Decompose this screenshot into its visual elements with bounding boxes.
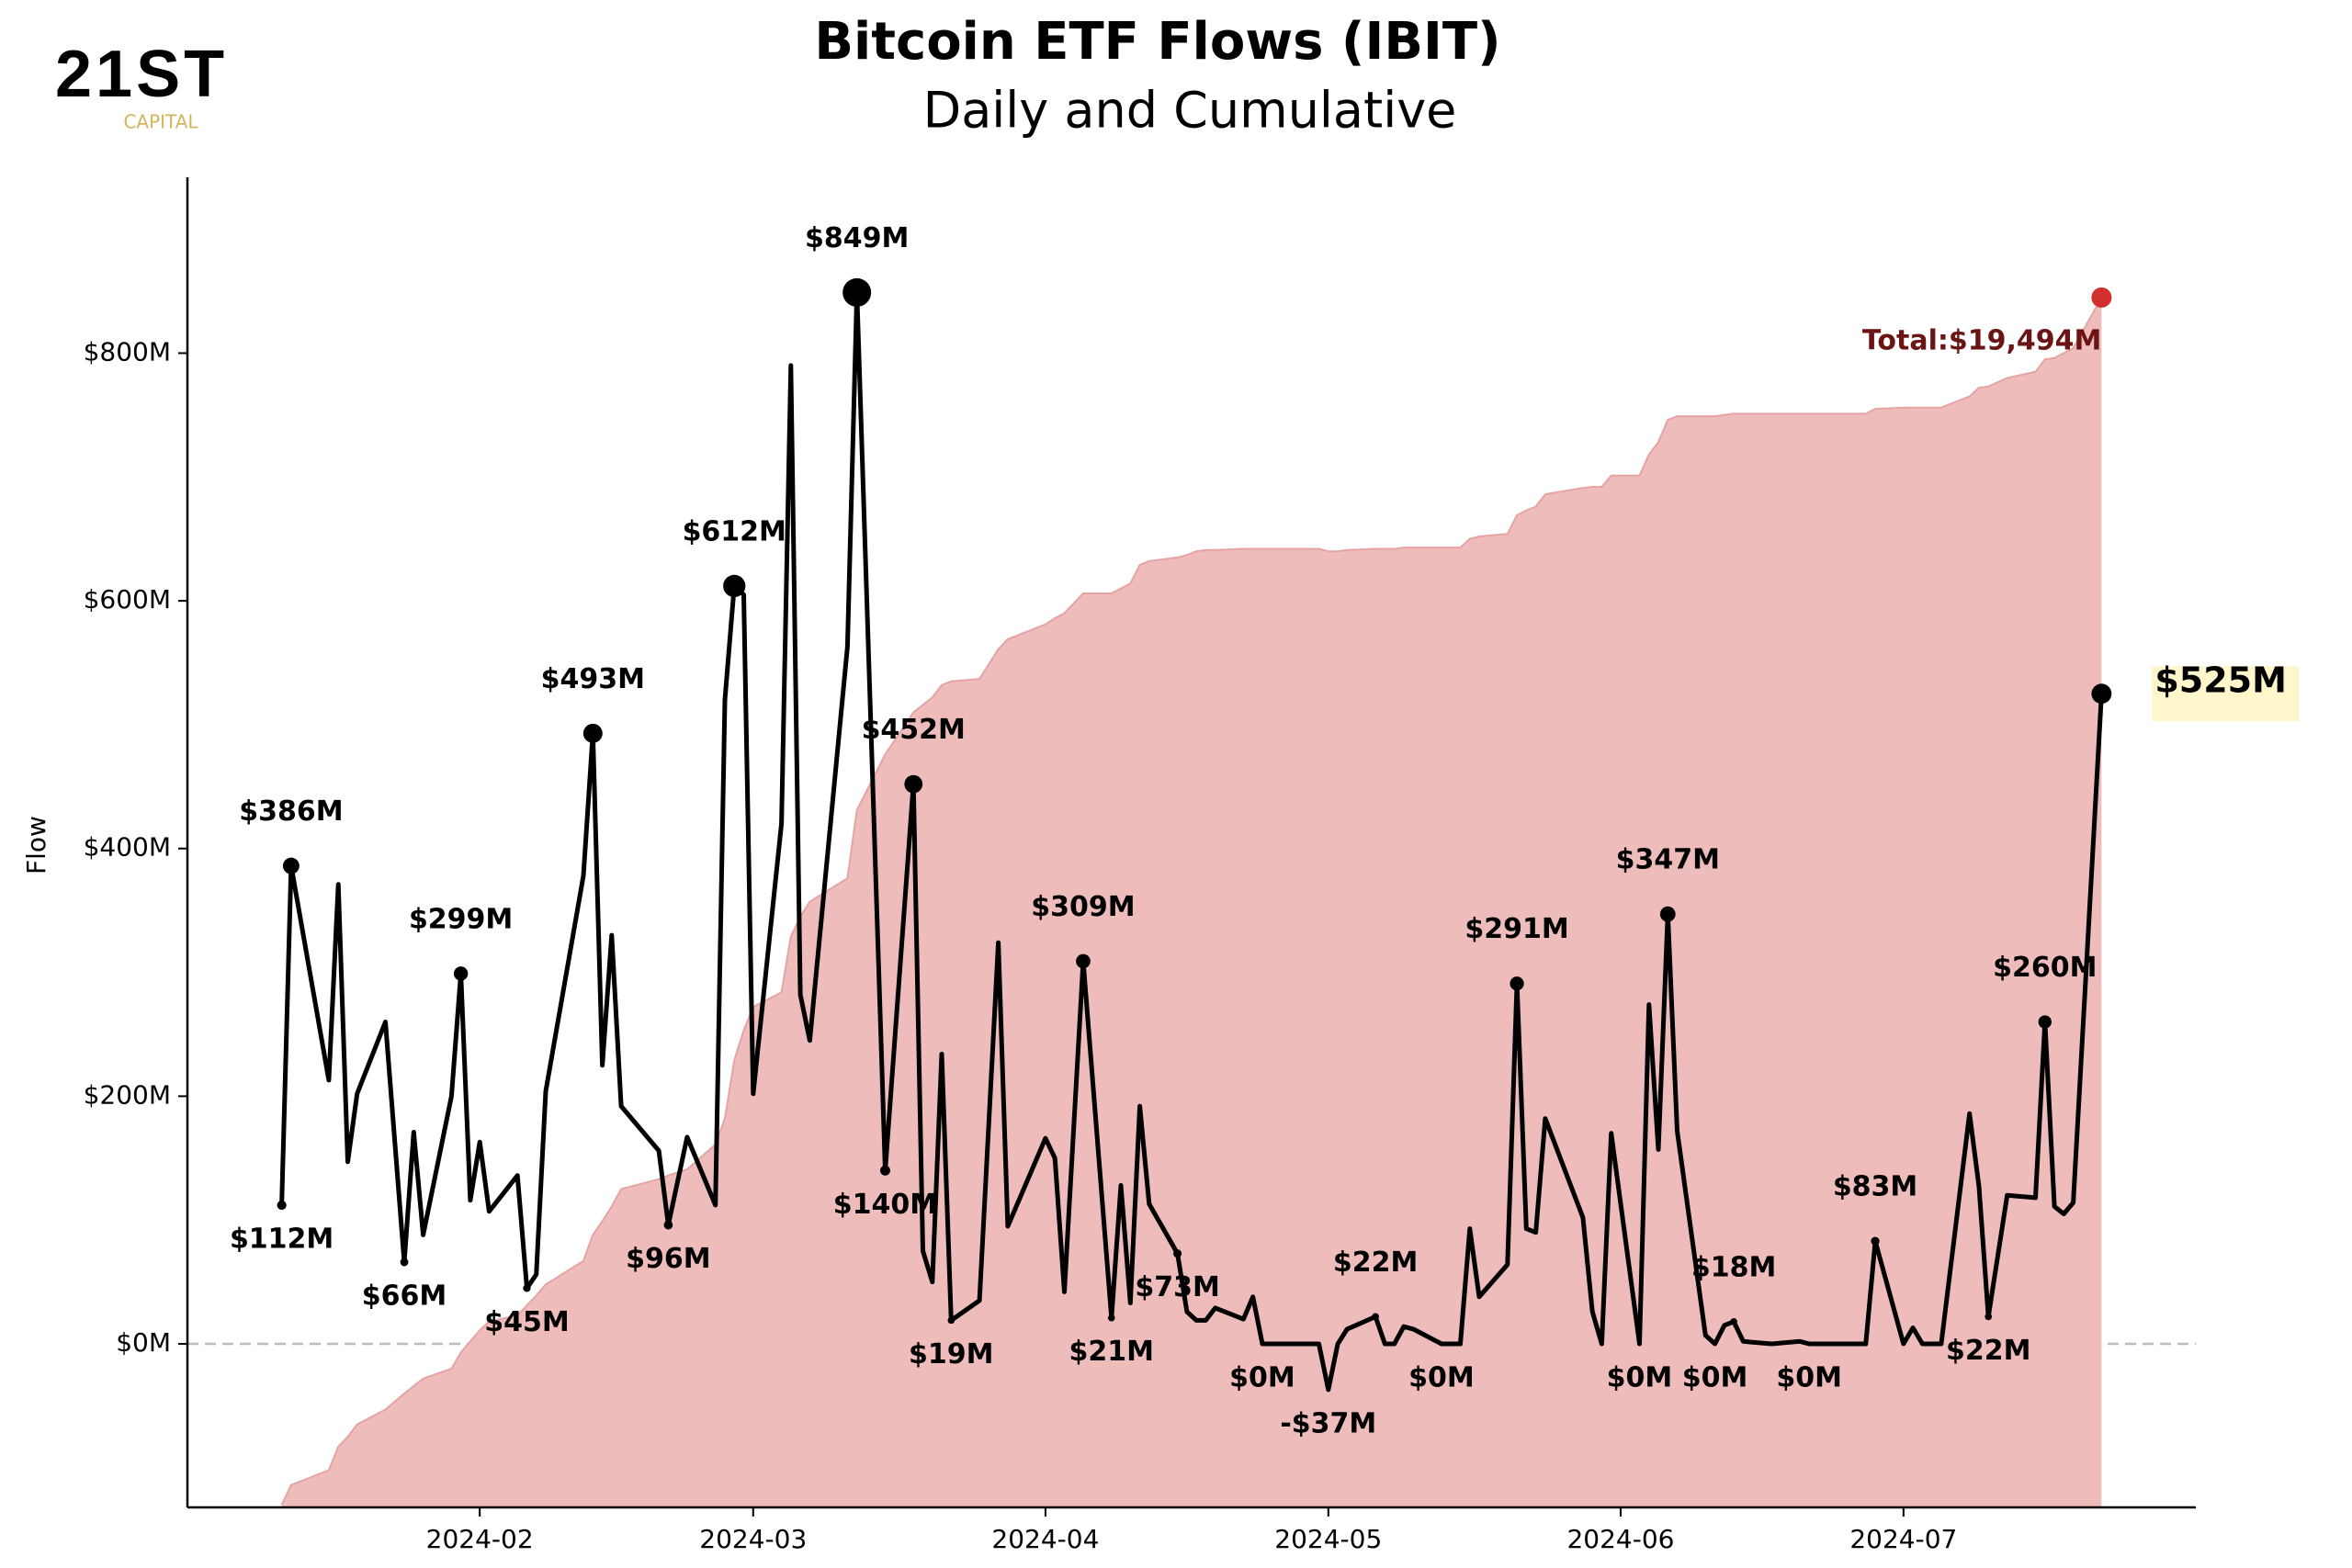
flow-dot xyxy=(282,857,300,874)
data-label: $140M xyxy=(833,1189,937,1221)
data-label: $309M xyxy=(1031,891,1135,923)
flow-dot xyxy=(1076,953,1091,969)
flow-dot xyxy=(947,1316,956,1325)
data-label: $291M xyxy=(1464,913,1568,945)
data-label: $452M xyxy=(862,714,966,746)
data-label: $347M xyxy=(1616,844,1720,876)
cumulative-end-dot xyxy=(2091,287,2112,308)
data-label: $73M xyxy=(1135,1271,1219,1303)
flow-dot xyxy=(663,1220,673,1230)
data-label: $299M xyxy=(409,903,513,935)
flow-dot xyxy=(1372,1313,1379,1321)
flow-dot xyxy=(1871,1236,1880,1246)
flow-dot xyxy=(582,723,603,743)
flow-dot xyxy=(842,277,872,307)
flow-dot xyxy=(400,1258,409,1267)
flow-dot xyxy=(723,574,746,598)
data-label: $19M xyxy=(909,1338,993,1371)
data-label: $21M xyxy=(1069,1336,1154,1368)
data-label: $112M xyxy=(230,1224,334,1256)
x-tick-label: 2024-07 xyxy=(1849,1524,1957,1554)
data-label: $612M xyxy=(683,515,786,547)
flow-dot xyxy=(1730,1318,1737,1325)
data-label: $18M xyxy=(1691,1251,1776,1283)
flow-dot xyxy=(904,774,923,794)
highlight-label: $525M xyxy=(2152,660,2300,722)
data-label: $0M xyxy=(1408,1362,1475,1394)
y-tick-label: $200M xyxy=(84,1079,171,1110)
chart-subtitle: Daily and Cumulative xyxy=(923,82,1457,140)
data-label: $0M xyxy=(1229,1362,1295,1394)
y-tick-label: $600M xyxy=(84,584,171,615)
data-label: $22M xyxy=(1333,1247,1418,1279)
flow-dot xyxy=(2091,683,2112,705)
data-label: -$37M xyxy=(1280,1407,1376,1439)
data-label: $0M xyxy=(1776,1362,1842,1394)
y-axis-label: Flow xyxy=(21,816,51,874)
total-label: Total:$19,494M xyxy=(1862,324,2101,356)
logo-name: 21ST xyxy=(55,38,228,111)
data-label: $22M xyxy=(1946,1335,2030,1367)
data-label: $260M xyxy=(1993,952,2097,984)
data-label: $0M xyxy=(1607,1362,1673,1394)
x-tick-label: 2024-04 xyxy=(991,1524,1099,1554)
flow-line xyxy=(279,289,2104,1393)
x-tick-label: 2024-05 xyxy=(1274,1524,1382,1554)
flow-dot xyxy=(453,966,469,981)
cumulative-area xyxy=(281,297,2102,1507)
highlight-box xyxy=(2152,666,2300,722)
y-tick-label: $400M xyxy=(84,832,171,863)
cumulative-line xyxy=(280,297,2103,1506)
data-label: $66M xyxy=(362,1280,447,1313)
flow-dot xyxy=(523,1284,531,1292)
data-label: $0M xyxy=(1682,1362,1748,1394)
data-label: $849M xyxy=(805,222,909,254)
data-label: $493M xyxy=(541,663,645,695)
y-tick-label: $800M xyxy=(84,336,171,367)
x-tick-label: 2024-03 xyxy=(699,1524,807,1554)
flow-dot xyxy=(2038,1015,2052,1029)
flow-dot xyxy=(1659,906,1676,922)
flow-dot xyxy=(1107,1314,1115,1322)
data-label: $45M xyxy=(484,1306,569,1338)
x-tick-label: 2024-06 xyxy=(1566,1524,1674,1554)
flow-dot xyxy=(1510,976,1524,991)
x-tick-label: 2024-02 xyxy=(426,1524,534,1554)
flow-dot xyxy=(1173,1249,1182,1258)
data-label: $386M xyxy=(239,795,343,828)
data-label: $83M xyxy=(1833,1171,1917,1203)
chart-title: Bitcoin ETF Flows (IBIT) xyxy=(814,12,1500,72)
flow-dot xyxy=(277,1200,287,1211)
data-label: $96M xyxy=(626,1243,710,1275)
data-label: $525M xyxy=(2154,660,2287,701)
flow-dot xyxy=(879,1165,890,1176)
flow-dot xyxy=(1984,1313,1993,1321)
logo-sub: CAPITAL xyxy=(123,111,198,133)
y-tick-label: $0M xyxy=(116,1327,171,1358)
